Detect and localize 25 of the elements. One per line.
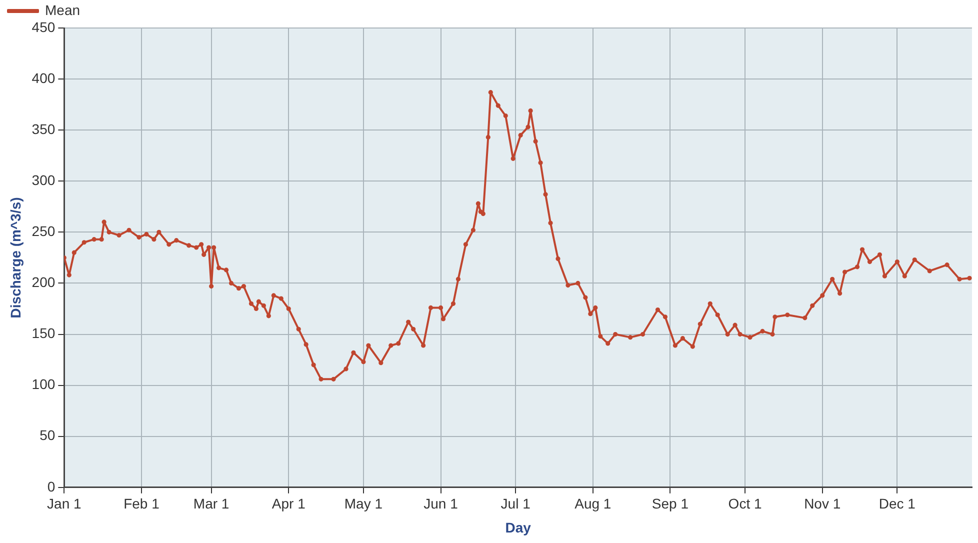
y-tick-label: 50	[40, 427, 56, 444]
x-tick-label: Jun 1	[424, 496, 458, 512]
x-tick-label: Oct 1	[728, 496, 762, 512]
x-tick-label: Jul 1	[500, 496, 531, 512]
y-tick-label: 350	[32, 120, 56, 137]
legend-label: Mean	[45, 2, 80, 18]
x-tick-label: Nov 1	[804, 496, 841, 512]
y-tick-label: 300	[32, 172, 56, 188]
x-tick-label: Jan 1	[47, 496, 82, 512]
x-tick-label: May 1	[344, 496, 383, 512]
x-tick-label: Dec 1	[878, 496, 916, 512]
x-axis-title: Day	[505, 519, 532, 536]
y-tick-label: 150	[32, 325, 56, 342]
y-tick-label: 0	[47, 478, 56, 494]
y-tick-label: 450	[32, 18, 56, 35]
x-tick-label: Mar 1	[193, 496, 230, 512]
x-tick-label: Sep 1	[652, 496, 689, 512]
y-tick-label: 200	[32, 274, 56, 290]
y-tick-label: 250	[32, 223, 56, 240]
y-tick-label: 400	[32, 70, 56, 86]
x-tick-label: Feb 1	[124, 496, 160, 512]
x-tick-label: Apr 1	[272, 496, 306, 512]
y-axis-title: Discharge (m^3/s)	[7, 197, 24, 318]
y-tick-label: 100	[32, 376, 56, 392]
x-tick-label: Aug 1	[574, 496, 612, 512]
